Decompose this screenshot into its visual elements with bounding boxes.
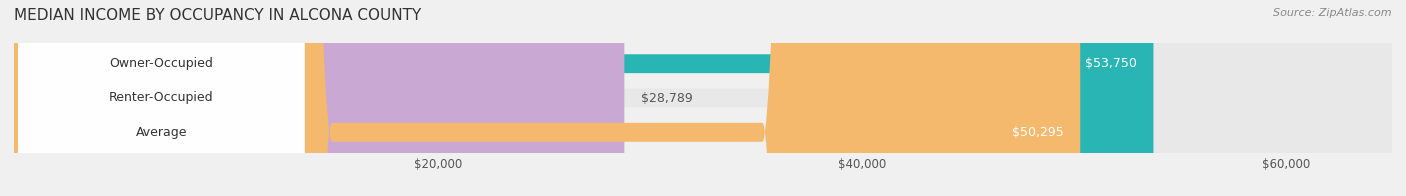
Text: Owner-Occupied: Owner-Occupied bbox=[110, 57, 214, 70]
FancyBboxPatch shape bbox=[14, 0, 1392, 196]
FancyBboxPatch shape bbox=[14, 0, 1153, 196]
Text: MEDIAN INCOME BY OCCUPANCY IN ALCONA COUNTY: MEDIAN INCOME BY OCCUPANCY IN ALCONA COU… bbox=[14, 8, 422, 23]
FancyBboxPatch shape bbox=[14, 0, 1392, 196]
FancyBboxPatch shape bbox=[18, 0, 305, 196]
FancyBboxPatch shape bbox=[14, 0, 1392, 196]
FancyBboxPatch shape bbox=[14, 0, 1080, 196]
Text: Renter-Occupied: Renter-Occupied bbox=[110, 92, 214, 104]
Text: $53,750: $53,750 bbox=[1084, 57, 1136, 70]
Text: Source: ZipAtlas.com: Source: ZipAtlas.com bbox=[1274, 8, 1392, 18]
Text: $50,295: $50,295 bbox=[1011, 126, 1063, 139]
FancyBboxPatch shape bbox=[18, 0, 305, 196]
Text: Average: Average bbox=[135, 126, 187, 139]
FancyBboxPatch shape bbox=[14, 0, 624, 196]
Text: $28,789: $28,789 bbox=[641, 92, 693, 104]
FancyBboxPatch shape bbox=[18, 0, 305, 196]
